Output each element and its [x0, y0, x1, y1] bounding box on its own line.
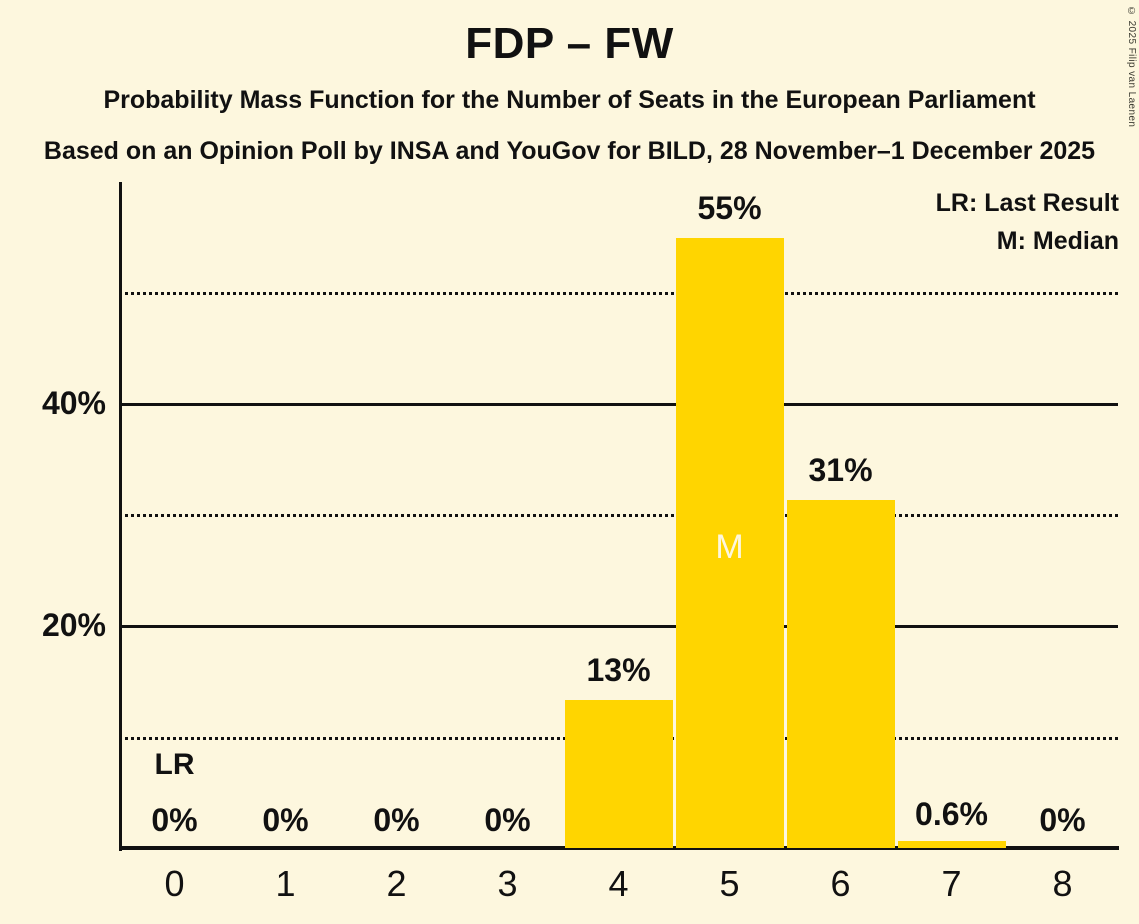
- plot-area: LR 0% 0% 0% 0% 13% 55% M 31% 0.6% 0%: [119, 182, 1118, 848]
- x-tick-label-1: 1: [275, 863, 296, 904]
- bar-value-5: 55%: [697, 190, 762, 226]
- gridline-30: [119, 514, 1118, 517]
- median-marker: M: [715, 528, 744, 566]
- bar-column-0[interactable]: LR 0%: [119, 182, 230, 848]
- gridline-50: [119, 292, 1118, 295]
- x-tick-label-5: 5: [719, 863, 740, 904]
- bar-column-5[interactable]: 55% M: [674, 182, 785, 848]
- chart-legend: LR: Last Result M: Median: [936, 184, 1119, 260]
- gridline-40: [119, 403, 1118, 406]
- x-tick-label-2: 2: [386, 863, 407, 904]
- bar-value-1: 0%: [262, 802, 309, 838]
- legend-item-last-result: LR: Last Result: [935, 189, 1119, 217]
- x-tick-label-3: 3: [497, 863, 518, 904]
- bar-value-6: 31%: [808, 452, 873, 488]
- bar-column-8[interactable]: 0%: [1007, 182, 1118, 848]
- copyright-notice: © 2025 Filip van Laenen: [1126, 6, 1137, 128]
- bar-value-8: 0%: [1039, 802, 1086, 838]
- bar-column-1[interactable]: 0%: [230, 182, 341, 848]
- bar-column-2[interactable]: 0%: [341, 182, 452, 848]
- x-tick-label-8: 8: [1052, 863, 1073, 904]
- bar-6[interactable]: [787, 500, 895, 848]
- bar-value-7: 0.6%: [915, 796, 988, 832]
- bar-column-4[interactable]: 13%: [563, 182, 674, 848]
- chart-source-line: Based on an Opinion Poll by INSA and You…: [43, 137, 1096, 165]
- bar-4[interactable]: [565, 700, 673, 848]
- bar-column-3[interactable]: 0%: [452, 182, 563, 848]
- bar-column-7[interactable]: 0.6%: [896, 182, 1007, 848]
- gridline-20: [119, 625, 1118, 628]
- bar-5[interactable]: [676, 238, 784, 848]
- x-tick-label-6: 6: [830, 863, 851, 904]
- y-tick-label-20: 20%: [41, 607, 106, 643]
- x-tick-label-4: 4: [608, 863, 629, 904]
- chart-subtitle: Probability Mass Function for the Number…: [103, 86, 1036, 114]
- x-tick-label-7: 7: [941, 863, 962, 904]
- bar-7[interactable]: [898, 841, 1006, 848]
- bar-value-0: 0%: [151, 802, 198, 838]
- last-result-marker: LR: [154, 748, 195, 781]
- bar-value-2: 0%: [373, 802, 420, 838]
- bar-column-6[interactable]: 31%: [785, 182, 896, 848]
- page-title: FDP – FW: [465, 19, 674, 68]
- x-tick-label-0: 0: [164, 863, 185, 904]
- x-axis-line: [119, 846, 1119, 850]
- y-tick-label-40: 40%: [41, 385, 106, 421]
- bar-value-3: 0%: [484, 802, 531, 838]
- bar-value-4: 13%: [586, 652, 651, 688]
- legend-item-median: M: Median: [996, 227, 1119, 255]
